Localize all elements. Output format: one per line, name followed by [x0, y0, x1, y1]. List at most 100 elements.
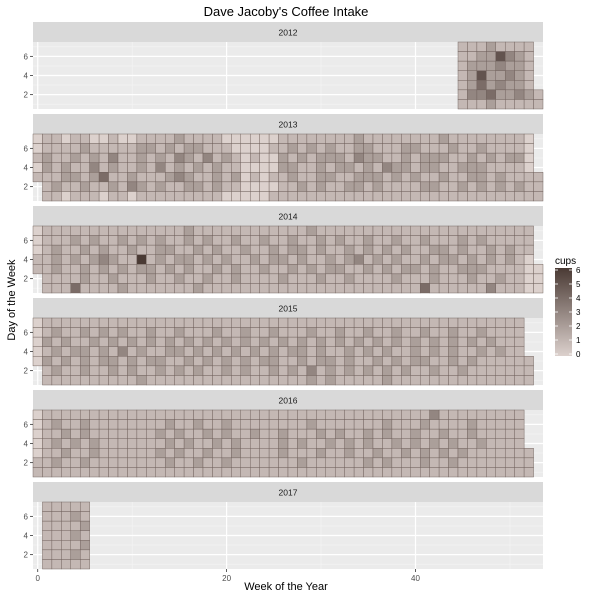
heatmap-cell	[32, 264, 43, 275]
heatmap-cell	[231, 317, 242, 328]
heatmap-cell	[231, 244, 242, 255]
heatmap-cell	[259, 448, 270, 459]
heatmap-cell	[325, 191, 336, 202]
heatmap-cell	[382, 336, 393, 347]
heatmap-cell	[89, 336, 100, 347]
heatmap-cell	[51, 317, 62, 328]
heatmap-cell	[382, 273, 393, 284]
heatmap-cell	[448, 356, 459, 367]
heatmap-cell	[287, 191, 298, 202]
heatmap-cell	[504, 467, 515, 478]
heatmap-cell	[164, 152, 175, 163]
heatmap-cell	[212, 273, 223, 284]
heatmap-cell	[306, 428, 317, 439]
heatmap-cell	[249, 133, 260, 144]
heatmap-cell	[438, 317, 449, 328]
heatmap-cell	[410, 346, 421, 357]
heatmap-cell	[259, 235, 270, 246]
heatmap-cell	[108, 254, 119, 265]
heatmap-cell	[108, 448, 119, 459]
heatmap-cell	[259, 254, 270, 265]
heatmap-cell	[353, 283, 364, 294]
heatmap-cell	[259, 191, 270, 202]
heatmap-cell	[401, 457, 412, 468]
heatmap-cell	[334, 428, 345, 439]
heatmap-cell	[193, 467, 204, 478]
heatmap-cell	[363, 143, 374, 154]
heatmap-cell	[127, 467, 138, 478]
heatmap-cell	[127, 162, 138, 173]
heatmap-cell	[51, 244, 62, 255]
heatmap-cell	[61, 225, 72, 236]
heatmap-cell	[212, 172, 223, 183]
heatmap-cell	[410, 428, 421, 439]
heatmap-cell	[325, 438, 336, 449]
heatmap-cell	[79, 501, 90, 512]
heatmap-cell	[523, 467, 534, 478]
heatmap-cell	[429, 133, 440, 144]
heatmap-cell	[523, 273, 534, 284]
heatmap-cell	[495, 133, 506, 144]
heatmap-cell	[372, 467, 383, 478]
heatmap-cell	[457, 419, 468, 430]
heatmap-cell	[372, 438, 383, 449]
heatmap-cell	[287, 336, 298, 347]
heatmap-cell	[259, 375, 270, 386]
heatmap-cell	[240, 143, 251, 154]
heatmap-cell	[42, 254, 53, 265]
heatmap-cell	[401, 133, 412, 144]
heatmap-cell	[146, 457, 157, 468]
heatmap-cell	[306, 356, 317, 367]
heatmap-cell	[212, 448, 223, 459]
heatmap-cell	[382, 467, 393, 478]
heatmap-cell	[391, 235, 402, 246]
heatmap-cell	[146, 327, 157, 338]
heatmap-cell	[221, 409, 232, 420]
heatmap-cell	[98, 365, 109, 376]
heatmap-cell	[183, 438, 194, 449]
heatmap-cell	[249, 419, 260, 430]
heatmap-cell	[174, 143, 185, 154]
heatmap-cell	[278, 317, 289, 328]
heatmap-cell	[61, 273, 72, 284]
heatmap-cell	[504, 375, 515, 386]
heatmap-cell	[334, 409, 345, 420]
heatmap-cell	[372, 191, 383, 202]
heatmap-cell	[353, 438, 364, 449]
heatmap-cell	[231, 327, 242, 338]
heatmap-cell	[429, 181, 440, 192]
heatmap-cell	[98, 419, 109, 430]
heatmap-cell	[504, 235, 515, 246]
heatmap-cell	[108, 438, 119, 449]
heatmap-cell	[486, 80, 497, 91]
heatmap-cell	[504, 60, 515, 71]
heatmap-cell	[183, 273, 194, 284]
heatmap-cell	[249, 356, 260, 367]
heatmap-cell	[164, 346, 175, 357]
heatmap-cell	[297, 336, 308, 347]
heatmap-cell	[268, 467, 279, 478]
heatmap-cell	[155, 225, 166, 236]
heatmap-cell	[268, 191, 279, 202]
heatmap-cell	[438, 419, 449, 430]
heatmap-cell	[268, 172, 279, 183]
heatmap-cell	[353, 409, 364, 420]
heatmap-cell	[183, 428, 194, 439]
heatmap-cell	[523, 99, 534, 110]
heatmap-cell	[79, 438, 90, 449]
heatmap-cell	[70, 162, 81, 173]
heatmap-cell	[297, 244, 308, 255]
heatmap-cell	[514, 346, 525, 357]
heatmap-cell	[523, 143, 534, 154]
heatmap-cell	[391, 409, 402, 420]
heatmap-cell	[193, 356, 204, 367]
heatmap-cell	[297, 235, 308, 246]
heatmap-cell	[155, 346, 166, 357]
heatmap-cell	[51, 428, 62, 439]
heatmap-cell	[155, 181, 166, 192]
heatmap-cell	[419, 365, 430, 376]
heatmap-cell	[334, 356, 345, 367]
heatmap-cell	[240, 419, 251, 430]
heatmap-cell	[391, 133, 402, 144]
heatmap-cell	[467, 152, 478, 163]
